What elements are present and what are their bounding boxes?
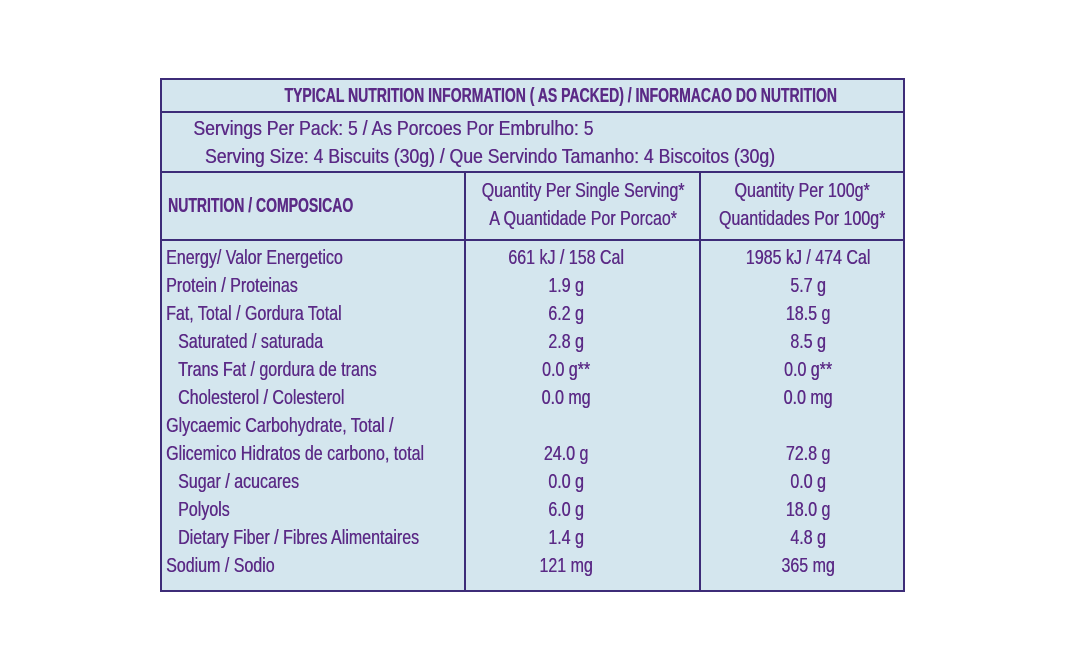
per-serving-value: 1.9 g (548, 275, 584, 297)
per-serving-value: 0.0 g (548, 471, 584, 493)
servings-line: Servings Per Pack: 5 / As Porcoes Por Em… (193, 118, 594, 140)
nutrient-name: Sugar / acucares (178, 471, 299, 493)
per-100g-value: 4.8 g (790, 527, 826, 549)
per-serving-value: 0.0 mg (541, 387, 591, 409)
per-serving-value: 6.2 g (548, 303, 584, 325)
column-header: A Quantidade Por Porcao* (489, 208, 677, 230)
per-100g-value: 18.5 g (785, 303, 831, 325)
per-100g-value: 365 mg (781, 555, 835, 577)
per-100g-value: 18.0 g (785, 499, 831, 521)
per-100g-value: 0.0 g (790, 471, 826, 493)
column-header: NUTRITION / COMPOSICAO (168, 195, 354, 217)
per-serving-value: 24.0 g (543, 443, 589, 465)
nutrient-name: Energy/ Valor Energetico (166, 247, 343, 269)
nutrient-name: Protein / Proteinas (166, 275, 298, 297)
column-divider (699, 172, 701, 592)
per-serving-value: 0.0 g** (541, 359, 591, 381)
label-panel (160, 78, 905, 592)
per-serving-value: 121 mg (539, 555, 593, 577)
per-100g-value: 0.0 mg (783, 387, 833, 409)
title: TYPICAL NUTRITION INFORMATION ( AS PACKE… (284, 85, 837, 107)
per-100g-value: 8.5 g (790, 331, 826, 353)
divider (160, 239, 905, 241)
divider (160, 111, 905, 113)
nutrient-name: Glicemico Hidratos de carbono, total (166, 443, 424, 465)
per-100g-value: 1985 kJ / 474 Cal (745, 247, 871, 269)
column-header: Quantidades Por 100g* (718, 208, 886, 230)
nutrient-name: Sodium / Sodio (166, 555, 275, 577)
column-divider (464, 172, 466, 592)
per-100g-value: 72.8 g (785, 443, 831, 465)
column-header: Quantity Per 100g* (734, 180, 870, 202)
nutrient-name: Trans Fat / gordura de trans (178, 359, 377, 381)
nutrient-name: Glycaemic Carbohydrate, Total / (166, 415, 394, 437)
per-serving-value: 6.0 g (548, 499, 584, 521)
nutrient-name: Fat, Total / Gordura Total (166, 303, 342, 325)
per-100g-value: 0.0 g** (783, 359, 833, 381)
per-serving-value: 1.4 g (548, 527, 584, 549)
nutrient-name: Dietary Fiber / Fibres Alimentaires (178, 527, 419, 549)
servings-line: Serving Size: 4 Biscuits (30g) / Que Ser… (204, 146, 775, 168)
per-100g-value: 5.7 g (790, 275, 826, 297)
column-header: Quantity Per Single Serving* (481, 180, 685, 202)
nutrient-name: Cholesterol / Colesterol (178, 387, 345, 409)
nutrient-name: Polyols (178, 499, 230, 521)
nutrient-name: Saturated / saturada (178, 331, 323, 353)
divider (160, 171, 905, 173)
per-serving-value: 661 kJ / 158 Cal (508, 247, 624, 269)
per-serving-value: 2.8 g (548, 331, 584, 353)
